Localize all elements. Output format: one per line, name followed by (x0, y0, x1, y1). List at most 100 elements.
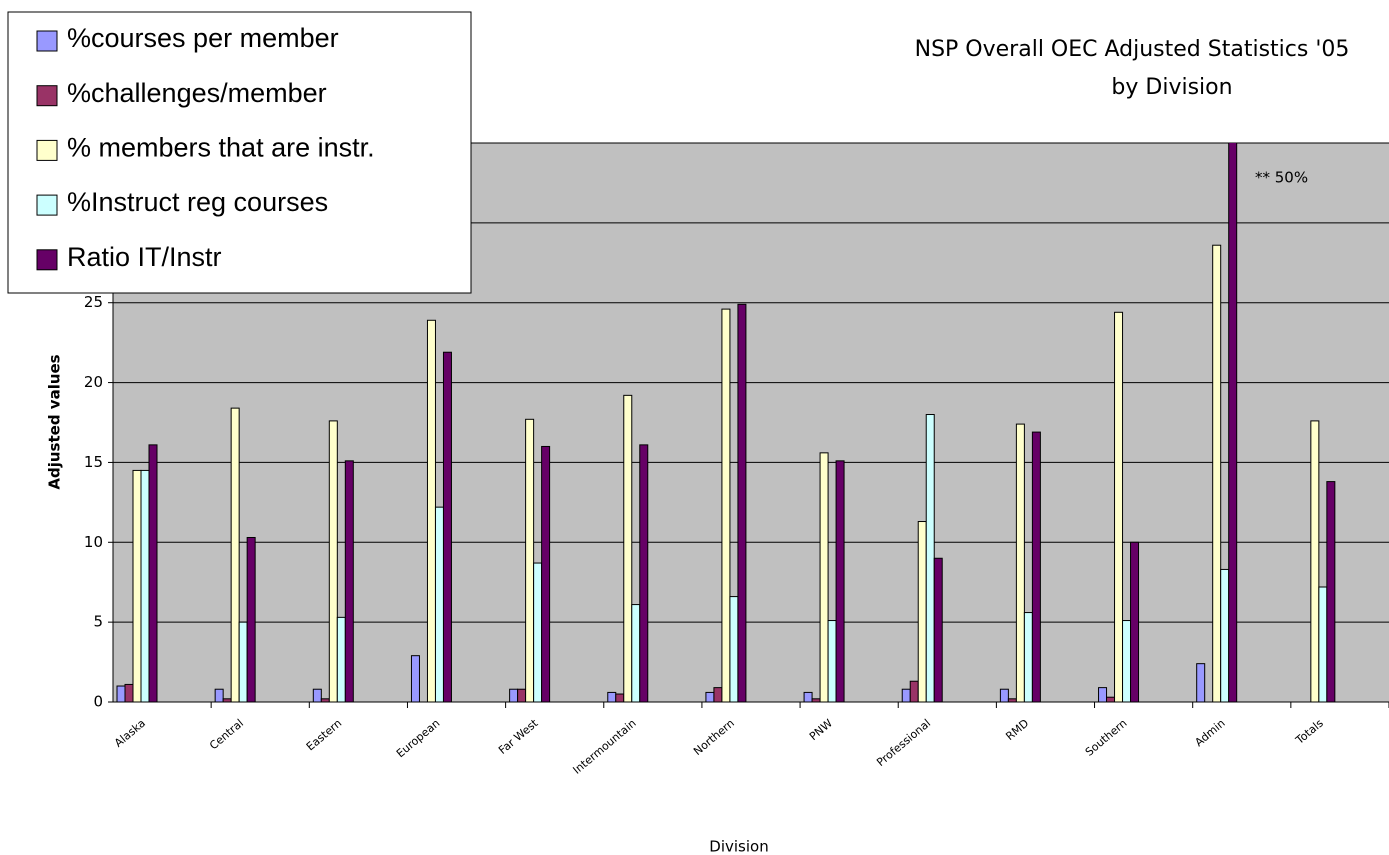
bar (811, 698, 821, 703)
x-tick-label: Admin (1192, 717, 1227, 750)
bar (541, 445, 551, 703)
y-tick-label: 10 (84, 533, 103, 551)
bar (222, 698, 232, 703)
y-tick-label: 5 (93, 613, 103, 631)
bar (238, 621, 248, 703)
bar (925, 414, 935, 703)
annotation: ** 50% (1255, 169, 1308, 187)
bar (705, 691, 715, 703)
bar (312, 688, 322, 703)
bar (1122, 620, 1132, 703)
bar (999, 688, 1009, 703)
bar (623, 394, 633, 703)
x-tick-label: Alaska (112, 717, 148, 750)
x-tick-label: PNW (807, 717, 835, 744)
bar (909, 680, 919, 703)
bar (509, 688, 519, 703)
bar (1212, 244, 1222, 703)
chart-subtitle: by Division (1111, 75, 1232, 100)
bar (1196, 663, 1206, 703)
bar (1015, 423, 1025, 703)
legend-label: %challenges/member (67, 78, 327, 108)
bar (533, 562, 543, 703)
bar (1228, 143, 1238, 703)
x-tick-label: Southern (1083, 717, 1130, 759)
bar (631, 604, 641, 703)
legend-label: %courses per member (67, 23, 339, 53)
bar (140, 469, 150, 703)
bar (214, 688, 224, 703)
bar (230, 407, 240, 703)
x-tick-label: European (394, 717, 443, 761)
bar (132, 469, 142, 703)
bar (320, 698, 330, 703)
bar (442, 351, 452, 703)
bar (410, 655, 420, 703)
x-tick-label: Far West (496, 716, 541, 757)
bar (721, 308, 731, 703)
y-tick-label: 15 (84, 453, 103, 471)
bar (517, 688, 527, 703)
bar (1031, 431, 1041, 703)
bar (835, 460, 845, 703)
plot-area: 05101520253035AlaskaCentralEasternEurope… (84, 134, 1389, 777)
chart-title: NSP Overall OEC Adjusted Statistics '05 (915, 37, 1350, 62)
x-tick-label: Totals (1293, 716, 1326, 747)
bar (917, 521, 927, 703)
legend-swatch (36, 249, 58, 271)
bar (124, 683, 134, 703)
bar (426, 319, 436, 703)
legend-label: % members that are instr. (67, 133, 375, 163)
bar (1326, 481, 1336, 703)
legend: %courses per member %challenges/member % m… (7, 11, 472, 294)
x-tick-label: Eastern (304, 717, 344, 754)
legend-box (7, 11, 472, 294)
bar (607, 691, 617, 703)
bar (819, 452, 829, 703)
legend-swatch (36, 30, 58, 52)
bar (336, 616, 346, 703)
bar (729, 596, 739, 703)
bar (344, 460, 354, 703)
legend-swatch (36, 194, 58, 216)
bar (713, 687, 723, 703)
bar (1106, 696, 1116, 703)
bar (116, 685, 126, 703)
bar (1114, 311, 1124, 703)
bar (1318, 586, 1328, 703)
y-tick-label: 0 (93, 693, 103, 711)
bar (639, 444, 649, 703)
bar (1023, 612, 1033, 703)
x-tick-label: Northern (691, 717, 737, 758)
bar (901, 688, 911, 703)
bar (803, 691, 813, 703)
legend-swatch (36, 85, 58, 107)
x-tick-label: Intermountain (571, 717, 639, 777)
bar (1310, 420, 1320, 703)
y-axis-label: Adjusted values (46, 354, 64, 489)
bar (1130, 541, 1140, 703)
legend-label: %Instruct reg courses (67, 187, 328, 217)
bar (737, 303, 747, 703)
bar (827, 620, 837, 703)
bar (615, 693, 625, 703)
x-tick-label: RMD (1003, 717, 1031, 743)
bar (434, 506, 444, 703)
x-axis-label: Division (709, 838, 768, 855)
bar (328, 420, 338, 703)
x-tick-label: Professional (874, 717, 933, 769)
legend-label: Ratio IT/Instr (67, 242, 222, 272)
bar (1098, 687, 1108, 703)
bar (525, 418, 535, 703)
legend-swatch (36, 139, 58, 161)
y-tick-label: 25 (84, 293, 103, 311)
bar (148, 444, 158, 703)
bar (246, 536, 256, 703)
y-tick-label: 20 (84, 373, 103, 391)
bar (1007, 698, 1017, 703)
bars (116, 143, 1336, 703)
bar (933, 557, 943, 703)
bar (1220, 568, 1230, 703)
x-tick-label: Central (207, 717, 246, 753)
